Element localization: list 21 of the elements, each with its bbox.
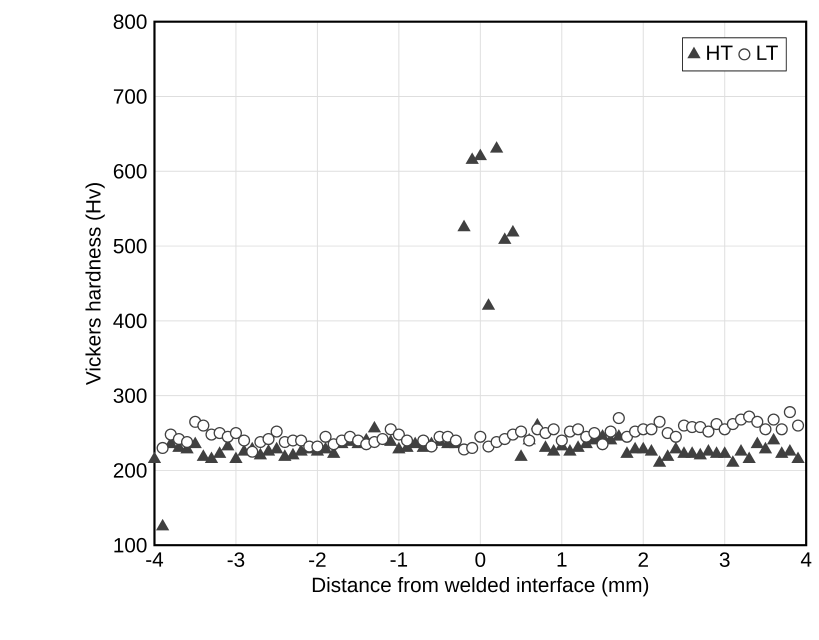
y-tick-label: 600 xyxy=(114,164,147,179)
y-axis-title: Vickers hardness (Hv) xyxy=(85,183,105,386)
y-tick-label: 300 xyxy=(114,388,147,404)
x-tick-label: -1 xyxy=(390,552,408,567)
x-tick-label: -3 xyxy=(228,552,244,568)
x-tick-label: 4 xyxy=(800,552,812,567)
legend-label: LT xyxy=(757,46,778,60)
x-tick-label: -4 xyxy=(146,552,164,567)
y-tick-label: 500 xyxy=(114,238,147,254)
x-axis-title: Distance from welded interface (mm) xyxy=(312,577,648,596)
y-tick-label: 100 xyxy=(114,538,147,553)
x-tick-label: 3 xyxy=(720,552,730,568)
x-tick-label: 1 xyxy=(558,552,567,567)
x-tick-label: 0 xyxy=(475,552,486,568)
x-tick-label: -2 xyxy=(309,552,326,567)
x-tick-label: 2 xyxy=(638,552,648,567)
y-tick-label: 200 xyxy=(114,463,147,478)
legend-label: HT xyxy=(707,46,733,60)
y-tick-label: 700 xyxy=(114,89,147,104)
y-tick-label: 800 xyxy=(114,14,147,30)
y-tick-label: 400 xyxy=(113,314,147,328)
